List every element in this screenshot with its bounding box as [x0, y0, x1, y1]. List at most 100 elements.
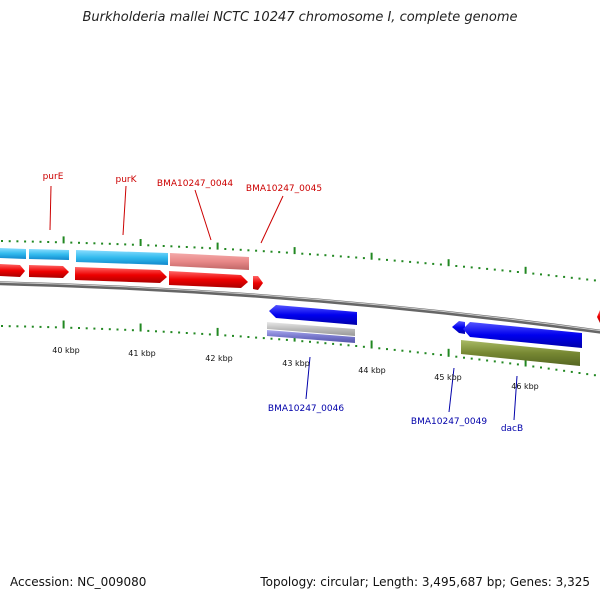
reverse-gene-track — [269, 305, 582, 348]
forward-tick — [162, 245, 165, 247]
forward-tick — [262, 250, 265, 253]
forward-tick — [324, 254, 327, 257]
reverse-tick — [324, 342, 327, 345]
gene-arrow-purK-start[interactable] — [29, 265, 69, 278]
accession-label: Accession: — [10, 575, 74, 589]
cds-bma0046-purple[interactable] — [267, 330, 355, 343]
genes-label: Genes: — [509, 575, 552, 589]
forward-tick — [424, 262, 427, 265]
forward-tick — [339, 255, 342, 258]
reverse-tick — [270, 337, 273, 340]
gene-label-dacB[interactable]: dacB — [501, 424, 523, 434]
gene-arrow-bma0044[interactable] — [169, 271, 248, 288]
forward-tick — [239, 248, 242, 251]
kbp-label-44: 44 kbp — [358, 366, 386, 375]
cds-dacB-green[interactable] — [461, 340, 580, 366]
forward-tick — [509, 270, 512, 273]
reverse-tick — [409, 350, 412, 353]
gene-arrow-bma0045[interactable] — [253, 276, 263, 290]
cds-bma0044[interactable] — [170, 253, 249, 270]
reverse-tick — [478, 358, 481, 361]
forward-tick — [301, 252, 304, 255]
forward-tick — [455, 265, 458, 267]
reverse-tick — [93, 327, 96, 330]
forward-tick — [232, 248, 234, 251]
forward-tick — [16, 240, 19, 243]
gene-label-bma0044[interactable]: BMA10247_0044 — [157, 179, 233, 189]
gene-arrow-purK[interactable] — [75, 267, 167, 283]
forward-tick — [370, 252, 373, 260]
reverse-tick — [232, 334, 234, 337]
gene-arrow-bma0049[interactable] — [452, 321, 465, 334]
reverse-tick — [547, 367, 550, 370]
forward-tick — [555, 275, 558, 278]
cds-purE[interactable] — [0, 248, 26, 259]
reverse-tick — [393, 348, 396, 351]
reverse-tick — [285, 338, 288, 341]
reverse-tick — [401, 349, 404, 352]
forward-tick-row — [1, 236, 596, 282]
reverse-tick — [463, 356, 465, 359]
reverse-tick — [424, 352, 427, 355]
reverse-tick — [570, 370, 573, 373]
forward-tick — [478, 267, 481, 270]
gene-label-bma0049[interactable]: BMA10247_0049 — [411, 417, 487, 427]
reverse-tick — [370, 340, 373, 349]
reverse-tick — [255, 336, 258, 339]
forward-tick — [547, 274, 550, 277]
forward-tick — [578, 277, 581, 280]
forward-tick — [278, 251, 281, 254]
forward-tick — [62, 236, 65, 244]
gene-label-purE[interactable]: purE — [43, 172, 64, 182]
reverse-tick — [555, 368, 558, 371]
forward-tick — [355, 256, 358, 259]
forward-cds-track — [0, 248, 249, 270]
reverse-tick — [540, 366, 542, 369]
forward-tick — [116, 243, 119, 246]
gene-label-bma0045[interactable]: BMA10247_0045 — [246, 184, 322, 194]
kbp-label-40: 40 kbp — [52, 346, 80, 355]
reverse-tick — [224, 334, 227, 337]
reverse-tick — [131, 329, 134, 332]
cds-bma0046-grey[interactable] — [267, 322, 355, 336]
reverse-tick — [447, 348, 450, 357]
forward-tick — [1, 240, 3, 242]
forward-tick — [362, 257, 365, 260]
accession-info: Accession: NC_009080 — [10, 575, 146, 589]
gene-label-bma0046[interactable]: BMA10247_0046 — [268, 404, 344, 414]
reverse-tick — [139, 323, 142, 332]
kbp-label-41: 41 kbp — [128, 349, 156, 358]
forward-tick — [593, 279, 596, 282]
reverse-tick — [316, 341, 319, 344]
forward-tick — [139, 239, 142, 246]
forward-tick — [347, 255, 350, 258]
reverse-tick — [339, 343, 342, 346]
backbone — [0, 281, 600, 334]
reverse-tick — [509, 362, 512, 365]
reverse-tick — [185, 332, 188, 334]
reverse-tick — [524, 358, 527, 367]
reverse-tick — [301, 340, 304, 343]
gene-arrow-edge[interactable] — [597, 310, 600, 323]
reverse-tick — [147, 329, 150, 332]
reverse-tick — [455, 355, 458, 358]
kbp-label-43: 43 kbp — [282, 359, 310, 368]
gene-arrow-purE[interactable] — [0, 264, 25, 277]
gene-arrow-bma0046[interactable] — [269, 305, 357, 325]
forward-tick — [293, 247, 296, 255]
forward-tick — [224, 248, 227, 250]
reverse-tick — [216, 327, 219, 336]
forward-tick — [416, 261, 419, 264]
forward-tick — [501, 269, 504, 272]
length-value: 3,495,687 bp — [421, 575, 502, 589]
cds-purK-start[interactable] — [29, 249, 69, 260]
forward-tick — [216, 242, 219, 250]
gene-arrow-dacB[interactable] — [463, 322, 582, 348]
forward-tick — [516, 271, 519, 273]
reverse-cds-track — [267, 322, 580, 366]
label-leaders — [49, 185, 518, 421]
genome-summary: Topology: circular; Length: 3,495,687 bp… — [260, 575, 590, 589]
gene-label-purK[interactable]: purK — [115, 175, 137, 185]
forward-tick — [570, 276, 573, 279]
cds-purK[interactable] — [76, 250, 168, 265]
